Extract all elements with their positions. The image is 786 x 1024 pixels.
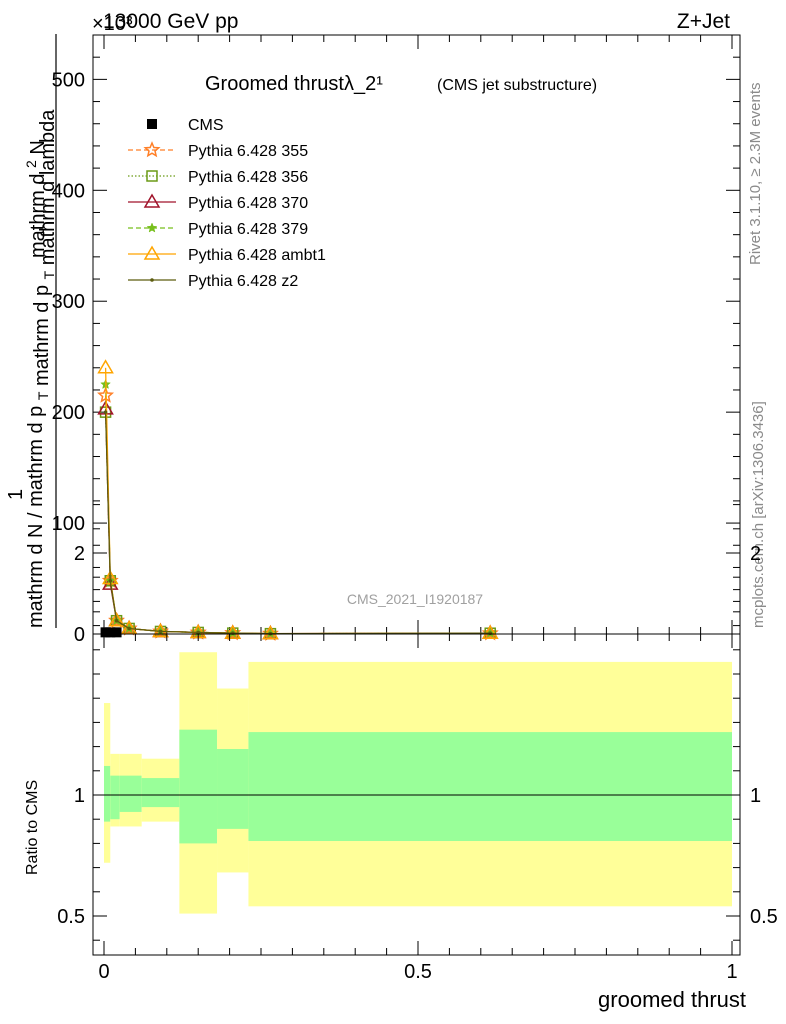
legend-pythia-6-428-355-marker bbox=[143, 141, 161, 158]
series-pythia-6-428-z2-point bbox=[196, 630, 200, 635]
ratio-bands bbox=[93, 652, 740, 914]
series-pythia-6-428-z2-point bbox=[108, 578, 113, 583]
series-pythia-6-428-ambt1-point bbox=[97, 359, 114, 374]
ratio-inner-band bbox=[179, 729, 218, 844]
ylabel-bottom: mathrm d N / mathrm d p T mathrm d p T m… bbox=[25, 109, 59, 628]
ratio-y-tick-label-right: 1 bbox=[750, 785, 761, 807]
legend-pythia-6-428-356-label: Pythia 6.428 356 bbox=[188, 169, 308, 186]
legend-pythia-6-428-355-label: Pythia 6.428 355 bbox=[188, 143, 308, 160]
x-tick-label: 0 bbox=[98, 961, 109, 983]
ratio-y-tick-label: 0.5 bbox=[57, 906, 85, 928]
series-pythia-6-428-355-point bbox=[97, 386, 115, 403]
ylabel-prefix: 1 bbox=[5, 489, 27, 500]
legend-pythia-6-428-ambt1-marker bbox=[143, 245, 161, 260]
ratio-inner-band bbox=[110, 775, 120, 820]
x-tick-label: 0.5 bbox=[404, 961, 432, 983]
ratio-inner-band bbox=[119, 775, 142, 812]
ylabel-top: mathrm d 2 N bbox=[19, 140, 49, 258]
series-cms-point bbox=[105, 627, 116, 638]
ratio-y-tick-label-right: 2 bbox=[750, 543, 761, 565]
series-pythia-6-428-ambt1-point bbox=[481, 624, 499, 639]
series-pythia-6-428-ambt1-point bbox=[120, 619, 138, 635]
ratio-inner-band bbox=[217, 749, 249, 829]
x-axis-label: groomed thrust bbox=[598, 987, 746, 1012]
ratio-y-axis-label: Ratio to CMS bbox=[24, 780, 41, 875]
legend-pythia-6-428-z2-marker bbox=[150, 278, 154, 282]
legend-cms-marker bbox=[147, 119, 157, 129]
ratio-inner-band bbox=[104, 765, 111, 822]
legend-pythia-6-428-379-marker bbox=[146, 222, 158, 233]
plot-subtitle: (CMS jet substructure) bbox=[437, 77, 597, 94]
ratio-y-tick-label: 2 bbox=[74, 543, 85, 565]
ratio-axes: 0.5 0.5 1 1 2 2 0 0.5 1 bbox=[57, 504, 778, 983]
series-cms-point bbox=[111, 627, 122, 638]
legend-pythia-6-428-ambt1-label: Pythia 6.428 ambt1 bbox=[188, 247, 326, 264]
series-pythia-6-428-ambt1-point bbox=[262, 625, 279, 640]
legend-pythia-6-428-356-marker bbox=[146, 170, 158, 182]
legend-pythia-6-428-379-label: Pythia 6.428 379 bbox=[188, 221, 308, 238]
y-tick-label: 300 bbox=[52, 291, 85, 313]
ratio-panel: 0.5 0.5 1 1 2 2 0 0.5 1 Ratio to CMS groomed thr… bbox=[24, 504, 778, 1012]
legend-cms-label: CMS bbox=[188, 117, 224, 134]
legend-pythia-6-428-370-marker bbox=[143, 193, 161, 208]
energy-label: 13000 GeV pp bbox=[103, 10, 238, 33]
series-pythia-6-428-ambt1-point bbox=[108, 612, 125, 627]
y-tick-label: 100 bbox=[52, 513, 85, 535]
ratio-y-tick-label: 1 bbox=[74, 785, 85, 807]
rivet-version-label: Rivet 3.1.10, ≥ 2.3M events bbox=[747, 83, 764, 266]
analysis-watermark: CMS_2021_I1920187 bbox=[347, 591, 483, 607]
x-tick-label: 1 bbox=[726, 961, 737, 983]
main-y-axis-label: 1 mathrm d 2 N mathrm d N / mathrm d p T… bbox=[5, 34, 59, 628]
legend-pythia-6-428-z2-label: Pythia 6.428 z2 bbox=[188, 273, 298, 290]
series-pythia-6-428-z2-point bbox=[127, 626, 131, 631]
ratio-frame bbox=[92, 633, 741, 956]
series-pythia-6-428-z2-point bbox=[114, 618, 119, 623]
y-tick-label: 200 bbox=[52, 402, 85, 424]
multiplier-label: ×10³ bbox=[92, 13, 133, 35]
mcplots-label: mcplots.cern.ch [arXiv:1306.3436] bbox=[750, 401, 767, 628]
process-label: Z+Jet bbox=[677, 10, 730, 33]
series-pythia-6-428-z2-point bbox=[158, 629, 163, 634]
plot-title: Groomed thrustλ_2¹ bbox=[205, 73, 383, 95]
series-pythia-6-428-ambt1-point bbox=[224, 624, 242, 639]
main-panel: Groomed thrustλ_2¹ (CMS jet substructure… bbox=[52, 34, 741, 646]
y-tick-label: 0 bbox=[74, 624, 85, 646]
y-tick-label: 500 bbox=[52, 69, 85, 91]
ratio-y-tick-label-right: 0.5 bbox=[750, 906, 778, 928]
legend: CMS Pythia 6.428 355 Pythia 6.428 356 Pythi… bbox=[128, 117, 326, 290]
series-pythia-6-428-z2-point bbox=[103, 410, 108, 414]
ratio-inner-band bbox=[248, 732, 732, 841]
y-tick-label: 400 bbox=[52, 180, 85, 202]
legend-pythia-6-428-370-label: Pythia 6.428 370 bbox=[188, 195, 308, 212]
ratio-inner-band bbox=[141, 778, 180, 808]
